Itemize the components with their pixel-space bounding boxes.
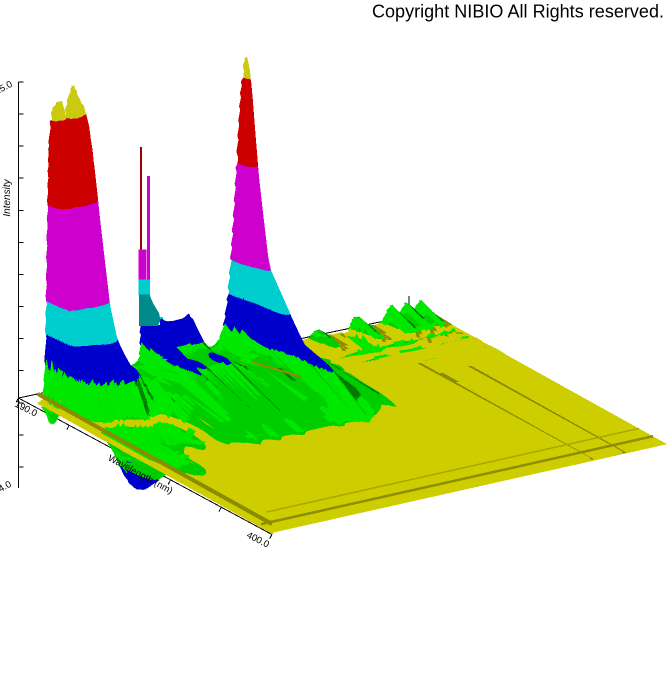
svg-text:Copyright NIBIO All Rights res: Copyright NIBIO All Rights reserved. — [372, 2, 664, 22]
svg-text:Intensity: Intensity — [2, 178, 13, 216]
